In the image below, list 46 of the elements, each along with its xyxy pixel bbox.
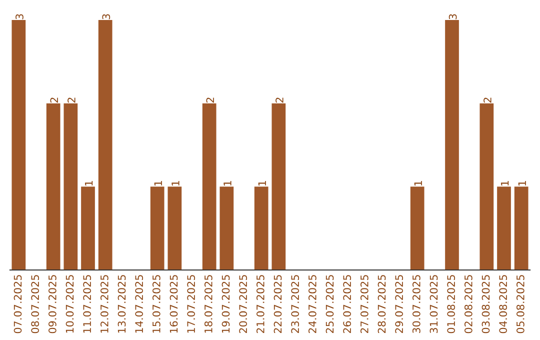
x-tick-label: 29.07.2025 bbox=[395, 275, 404, 334]
x-tick-label: 19.07.2025 bbox=[222, 275, 230, 333]
data-label: 2 bbox=[50, 98, 58, 103]
x-tick-label: 14.07.2025 bbox=[135, 275, 144, 333]
x-tick-label: 04.08.2025 bbox=[499, 275, 508, 334]
data-label: 2 bbox=[206, 98, 214, 103]
x-tick-label: 25.07.2025 bbox=[326, 275, 334, 334]
x-tick-label: 08.07.2025 bbox=[31, 275, 40, 334]
x-tick-label: 26.07.2025 bbox=[343, 275, 352, 334]
x-tick-label: 13.07.2025 bbox=[118, 275, 126, 333]
data-label: 2 bbox=[276, 98, 284, 103]
x-tick-label: 07.07.2025 bbox=[14, 275, 22, 334]
data-label: 1 bbox=[414, 181, 422, 186]
x-tick-label: 09.07.2025 bbox=[48, 275, 56, 334]
data-label: 1 bbox=[224, 181, 232, 186]
x-tick-label: 01.08.2025 bbox=[447, 275, 456, 334]
x-tick-label: 31.07.2025 bbox=[430, 275, 438, 334]
data-label: 1 bbox=[258, 181, 266, 186]
x-tick-label: 24.07.2025 bbox=[308, 275, 316, 334]
x-tick-label: 28.07.2025 bbox=[378, 275, 386, 334]
x-tick-label: 20.07.2025 bbox=[239, 275, 248, 334]
data-label: 3 bbox=[448, 14, 457, 20]
data-label: 1 bbox=[518, 181, 526, 186]
data-label: 1 bbox=[154, 181, 162, 186]
x-tick-label: 10.07.2025 bbox=[66, 275, 74, 333]
data-label: 1 bbox=[501, 181, 509, 186]
x-tick-label: 18.07.2025 bbox=[204, 275, 212, 333]
x-tick-label: 03.08.2025 bbox=[482, 275, 490, 334]
x-tick-label: 22.07.2025 bbox=[274, 275, 282, 334]
data-label: 3 bbox=[16, 14, 24, 20]
data-label: 2 bbox=[68, 98, 76, 103]
x-tick-label: 27.07.2025 bbox=[360, 275, 368, 334]
data-label: 2 bbox=[484, 98, 492, 103]
x-tick-label: 15.07.2025 bbox=[152, 275, 160, 333]
x-tick-label: 12.07.2025 bbox=[100, 275, 108, 333]
x-tick-label: 23.07.2025 bbox=[291, 275, 300, 334]
x-tick-label: 16.07.2025 bbox=[170, 275, 178, 333]
x-tick-label: 11.07.2025 bbox=[83, 275, 92, 333]
data-label: 1 bbox=[172, 181, 180, 186]
x-tick-label: 21.07.2025 bbox=[256, 275, 264, 334]
data-label: 3 bbox=[102, 14, 110, 20]
x-tick-label: 02.08.2025 bbox=[464, 275, 472, 334]
x-tick-label: 05.08.2025 bbox=[516, 275, 524, 334]
x-tick-label: 17.07.2025 bbox=[187, 275, 196, 333]
x-tick-label: 30.07.2025 bbox=[412, 275, 420, 334]
data-label: 1 bbox=[85, 181, 93, 186]
